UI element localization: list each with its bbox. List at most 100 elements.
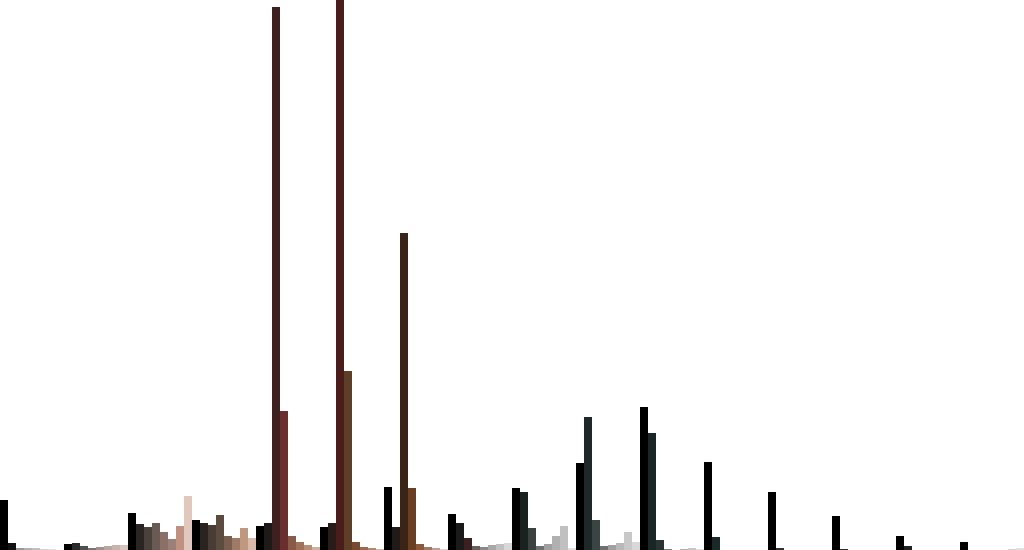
bar-group-4 (256, 7, 320, 550)
bar-7-4 (480, 547, 488, 550)
bar-0-2 (16, 548, 24, 550)
bar-0-3 (24, 548, 32, 550)
bar-8-1 (520, 492, 528, 550)
bar-2-3 (152, 523, 160, 550)
bar-13-0 (832, 516, 840, 550)
bar-8-2 (528, 528, 536, 550)
bar-5-3 (344, 371, 352, 550)
bar-7-3 (472, 546, 480, 550)
bar-group-7 (448, 514, 512, 550)
bar-0-4 (32, 548, 40, 550)
bar-0-0 (0, 500, 8, 550)
bar-10-2 (656, 540, 664, 550)
bar-1-6 (112, 545, 120, 550)
bar-6-1 (392, 527, 400, 550)
bar-8-5 (552, 536, 560, 550)
bar-7-6 (496, 544, 504, 550)
bar-11-1 (712, 537, 720, 550)
bar-8-3 (536, 546, 544, 550)
bar-0-1 (8, 543, 16, 550)
bar-7-5 (488, 545, 496, 550)
bar-6-5 (424, 547, 432, 550)
bar-5-6 (368, 548, 376, 550)
bar-1-2 (80, 546, 88, 550)
bar-4-0 (256, 526, 264, 550)
bar-6-2 (400, 233, 408, 550)
bar-9-4 (608, 545, 616, 550)
bar-8-6 (560, 526, 568, 550)
bar-9-7 (632, 542, 640, 550)
bar-15-7 (1016, 548, 1024, 550)
bar-15-0 (960, 542, 968, 550)
bar-11-0 (704, 462, 712, 550)
bar-4-6 (304, 545, 312, 550)
bar-2-7 (184, 496, 192, 550)
bar-9-0 (576, 463, 584, 550)
bar-group-2 (128, 496, 192, 550)
bar-10-0 (640, 407, 648, 550)
bar-9-1 (584, 417, 592, 550)
bar-4-2 (272, 7, 280, 550)
bar-4-4 (288, 536, 296, 550)
bar-5-4 (352, 542, 360, 550)
bar-12-0 (768, 492, 776, 550)
bar-5-5 (360, 547, 368, 550)
bar-3-0 (192, 520, 200, 550)
bar-4-3 (280, 411, 288, 550)
bar-2-5 (168, 539, 176, 550)
bar-9-5 (616, 543, 624, 550)
bar-7-1 (456, 523, 464, 550)
bar-2-1 (136, 524, 144, 550)
bar-10-6 (688, 548, 696, 550)
bar-3-7 (248, 538, 256, 550)
bar-group-8 (512, 488, 576, 550)
bar-6-0 (384, 487, 392, 550)
bar-7-0 (448, 514, 456, 550)
bar-3-6 (240, 528, 248, 550)
bar-group-9 (576, 417, 640, 550)
bar-3-4 (224, 536, 232, 550)
bar-12-1 (776, 548, 784, 550)
bar-1-3 (88, 548, 96, 550)
bar-8-4 (544, 544, 552, 550)
bar-9-3 (600, 546, 608, 550)
bar-10-1 (648, 433, 656, 550)
bar-5-0 (320, 527, 328, 550)
bar-1-1 (72, 543, 80, 550)
bar-group-12 (768, 492, 784, 550)
bar-5-1 (328, 523, 336, 550)
bar-8-0 (512, 488, 520, 550)
bar-1-4 (96, 547, 104, 550)
bar-4-7 (312, 547, 320, 550)
bar-8-7 (568, 548, 576, 550)
bar-1-5 (104, 546, 112, 550)
bar-4-1 (264, 523, 272, 550)
bar-6-6 (432, 548, 440, 550)
bar-3-3 (216, 515, 224, 550)
bar-2-4 (160, 532, 168, 550)
bar-group-14 (896, 536, 912, 550)
bar-6-3 (408, 488, 416, 550)
bar-6-4 (416, 544, 424, 550)
bar-5-2 (336, 0, 344, 550)
bar-9-2 (592, 520, 600, 550)
bar-14-1 (904, 546, 912, 550)
bar-9-6 (624, 532, 632, 550)
bar-group-3 (192, 515, 256, 550)
bar-3-1 (200, 523, 208, 550)
bar-2-2 (144, 527, 152, 550)
bar-3-5 (232, 538, 240, 550)
bar-7-7 (504, 543, 512, 550)
bar-3-2 (208, 525, 216, 550)
bar-1-7 (120, 545, 128, 550)
bar-2-0 (128, 513, 136, 550)
bar-group-11 (704, 462, 720, 550)
bar-14-0 (896, 536, 904, 550)
bar-1-0 (64, 544, 72, 550)
bar-2-6 (176, 526, 184, 550)
bar-7-2 (464, 538, 472, 550)
